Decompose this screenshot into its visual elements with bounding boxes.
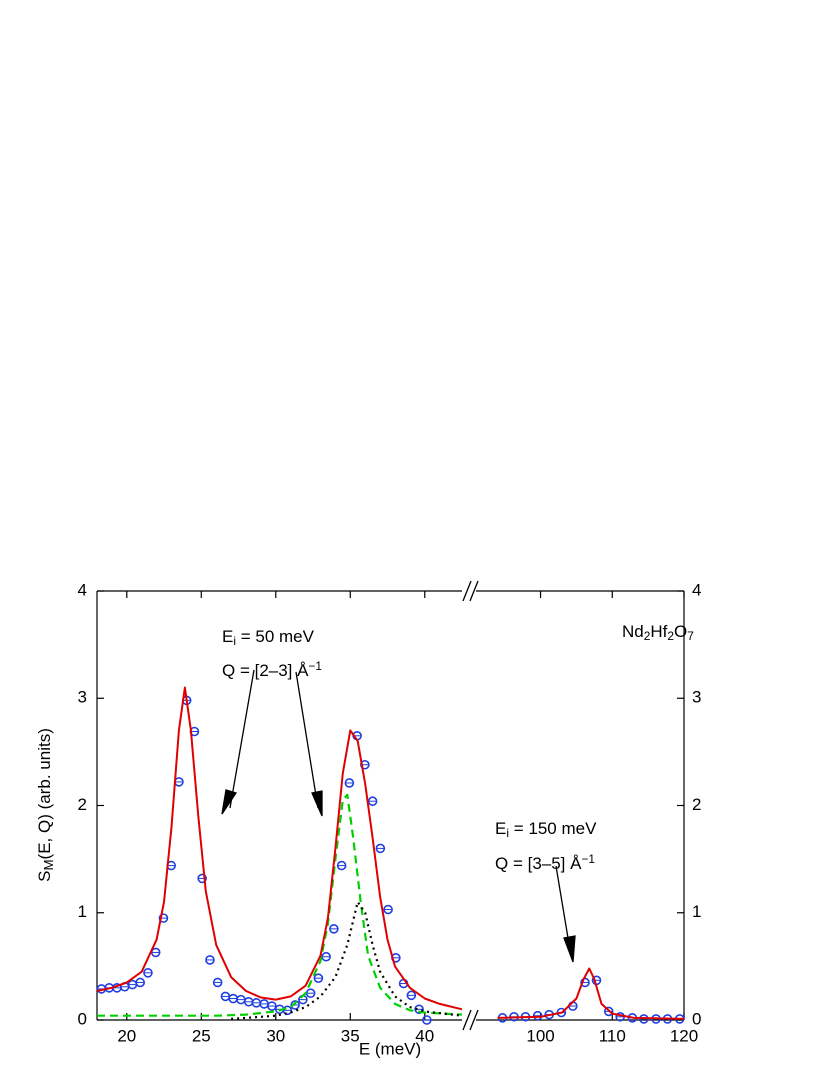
text-part: = 50 meV	[236, 627, 315, 646]
marker	[344, 778, 355, 788]
text-part: M	[41, 859, 56, 870]
marker	[367, 796, 378, 807]
annotation: Q = [2–3] Å−1	[222, 659, 322, 680]
arrowhead	[221, 789, 238, 815]
arrowhead	[563, 935, 576, 963]
marker	[267, 1001, 277, 1011]
y2-tick-label: 4	[692, 580, 701, 599]
marker	[127, 979, 138, 990]
annotation: Nd2Hf2O7	[622, 622, 694, 642]
line	[497, 967, 685, 1020]
annotation: Q = [3–5] Å−1	[495, 852, 595, 873]
text-part: i	[506, 826, 509, 840]
text-part: −1	[581, 852, 595, 866]
text-part: Q = [2–3] Å	[222, 661, 309, 680]
marker	[375, 843, 386, 854]
text-part: 7	[687, 629, 694, 643]
marker	[212, 977, 223, 988]
marker	[305, 988, 316, 998]
text-part: 2	[644, 629, 651, 643]
text-part: E	[495, 819, 506, 838]
x-tick-label: 20	[117, 1026, 136, 1045]
marker	[205, 955, 215, 965]
marker	[259, 999, 269, 1009]
text-part: 2	[667, 629, 674, 643]
marker	[406, 990, 417, 1001]
text-part: Q = [3–5] Å	[495, 854, 582, 873]
marker	[313, 973, 324, 983]
arrowhead	[311, 790, 323, 817]
marker	[228, 993, 238, 1004]
line	[231, 900, 463, 1020]
x-tick-label: 120	[670, 1026, 698, 1045]
marker	[135, 977, 146, 988]
text-part: Hf	[650, 622, 667, 641]
marker	[251, 998, 262, 1008]
x-axis-label: E (meV)	[359, 1039, 421, 1058]
text-part: Nd	[622, 622, 644, 641]
text-part: O	[674, 622, 687, 641]
line	[96, 686, 463, 1011]
annotation: Ei = 50 meV	[222, 627, 315, 647]
annotation: Ei = 150 meV	[495, 819, 597, 839]
y-tick-label: 1	[78, 902, 87, 921]
marker	[329, 924, 339, 934]
x-tick-label: 30	[266, 1026, 285, 1045]
marker	[143, 968, 153, 978]
arrow	[295, 671, 319, 809]
marker	[422, 1015, 432, 1025]
arrow	[555, 865, 571, 951]
marker	[383, 904, 393, 915]
marker	[336, 860, 347, 871]
y2-tick-label: 0	[692, 1009, 701, 1028]
y-tick-label: 2	[78, 795, 87, 814]
x-tick-label: 25	[192, 1026, 211, 1045]
marker	[236, 994, 246, 1005]
y-tick-label: 3	[78, 688, 87, 707]
line	[97, 793, 463, 1017]
y2-tick-label: 2	[692, 795, 701, 814]
text-part: = 150 meV	[509, 819, 597, 838]
y2-tick-label: 3	[692, 688, 701, 707]
text-part: S	[35, 871, 54, 882]
marker	[220, 991, 231, 1002]
y-tick-label: 0	[78, 1009, 87, 1028]
x-tick-label: 100	[526, 1026, 554, 1045]
marker	[321, 951, 331, 962]
text-part: E	[222, 627, 233, 646]
x-tick-label: 40	[415, 1026, 434, 1045]
text-part: (E, Q) (arb. units)	[35, 728, 54, 859]
marker	[282, 1005, 293, 1016]
marker	[532, 1010, 543, 1021]
text-part: i	[233, 634, 236, 648]
arrows	[221, 669, 576, 963]
y2-tick-label: 1	[692, 902, 701, 921]
marker	[243, 996, 254, 1007]
arrow	[229, 669, 255, 809]
y-axis-label: SM(E, Q) (arb. units)	[35, 728, 56, 882]
axis-break	[462, 580, 479, 1031]
x-tick-label: 35	[341, 1026, 360, 1045]
text-part: −1	[308, 659, 322, 673]
y-tick-label: 4	[78, 580, 87, 599]
x-tick-label: 110	[599, 1026, 626, 1045]
